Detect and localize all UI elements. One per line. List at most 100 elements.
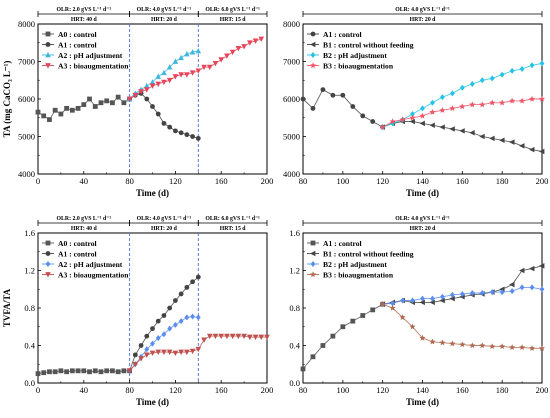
data-point [340, 324, 346, 330]
y-tick-label: 8000 [283, 19, 300, 29]
legend-marker [310, 261, 316, 267]
period-olr-label: OLR: 2.0 gVS L⁻¹ d⁻¹ [57, 7, 112, 13]
data-point [529, 146, 535, 153]
data-point [489, 75, 495, 82]
data-point [143, 352, 150, 358]
data-point [132, 92, 139, 99]
x-tick-label: 200 [536, 385, 549, 395]
x-tick-label: 140 [416, 385, 429, 395]
data-point [479, 77, 485, 84]
data-point [389, 304, 396, 311]
data-point [184, 349, 190, 356]
data-point [264, 334, 270, 341]
y-axis-label: TA (mg CaCO₃ L⁻¹) [2, 61, 12, 138]
data-point [370, 307, 376, 313]
x-tick-label: 160 [456, 176, 469, 186]
x-tick-label: 80 [125, 176, 134, 186]
data-point [229, 333, 236, 340]
data-point [235, 333, 242, 340]
data-point [218, 57, 224, 63]
y-tick-label: 7000 [283, 57, 300, 67]
x-tick-label: 200 [536, 176, 549, 186]
data-point [178, 291, 184, 297]
data-point [155, 349, 162, 356]
data-point [469, 129, 475, 136]
period-olr-label: OLR: 6.0 gVS L⁻¹ d⁻¹ [205, 216, 260, 222]
y-tick-label: 5000 [18, 132, 35, 142]
data-point [489, 135, 495, 142]
data-point [104, 368, 110, 374]
series-2 [127, 274, 201, 374]
data-point [206, 64, 213, 71]
data-point [449, 126, 455, 132]
data-point [212, 60, 219, 67]
data-point [509, 344, 516, 350]
series-3 [380, 284, 545, 308]
data-point [178, 72, 184, 78]
data-point [459, 84, 465, 91]
x-tick-label: 100 [336, 385, 349, 395]
data-point [509, 139, 515, 145]
legend-label: B3 : bioaugmentation [323, 62, 394, 71]
data-point [479, 101, 486, 108]
data-point [206, 333, 213, 340]
data-point [104, 98, 110, 104]
data-point [459, 103, 466, 110]
data-point [449, 340, 456, 347]
data-point [75, 368, 81, 374]
legend-label: B1 : control without feeding [323, 250, 414, 259]
data-point [440, 94, 445, 101]
data-point [172, 74, 179, 80]
legend-label: A3 : bioaugmentation [58, 62, 129, 71]
legend-label: B1 : control without feeding [323, 41, 414, 50]
data-point [173, 298, 178, 303]
data-point [469, 342, 476, 349]
data-point [459, 341, 466, 348]
y-tick-label: 1.2 [24, 266, 35, 276]
data-point [110, 368, 115, 374]
legend: A1 : control B1 : control without feeding… [307, 30, 414, 71]
legend-marker [309, 271, 317, 278]
x-tick-label: 120 [169, 385, 182, 395]
data-point [479, 342, 486, 349]
data-point [184, 51, 190, 57]
y-tick-label: 1.6 [24, 228, 35, 238]
data-point [350, 104, 356, 109]
x-tick-label: 40 [80, 176, 89, 186]
legend-marker [45, 42, 51, 47]
y-tick-label: 0.8 [24, 303, 35, 313]
x-tick-label: 100 [336, 176, 349, 186]
data-point [167, 325, 173, 332]
x-axis-label: Time (d) [136, 188, 169, 198]
data-point [519, 97, 526, 104]
data-point [155, 111, 161, 117]
data-point [241, 333, 247, 340]
data-point [509, 281, 515, 288]
data-point [252, 38, 259, 44]
data-point [529, 62, 535, 69]
data-point [143, 82, 150, 89]
legend-marker [310, 250, 316, 257]
data-point [166, 77, 173, 84]
data-point [178, 54, 184, 61]
data-point [184, 132, 190, 138]
data-point [138, 343, 144, 348]
legend: A1 : control B1 : control without feeding… [307, 239, 414, 280]
data-point [229, 49, 236, 56]
data-point [110, 100, 115, 106]
data-point [35, 109, 41, 115]
legend-marker [310, 52, 316, 58]
data-point [184, 314, 190, 321]
data-point [81, 102, 87, 108]
x-tick-label: 160 [215, 385, 228, 395]
data-point [538, 95, 546, 102]
data-point [189, 49, 196, 55]
data-point [115, 94, 121, 100]
series-4 [126, 333, 270, 374]
x-tick-label: 80 [299, 176, 308, 186]
data-point [310, 105, 316, 111]
y-tick-label: 1.2 [289, 266, 300, 276]
data-point [155, 81, 162, 87]
legend-marker [45, 31, 51, 37]
data-point [320, 343, 326, 348]
